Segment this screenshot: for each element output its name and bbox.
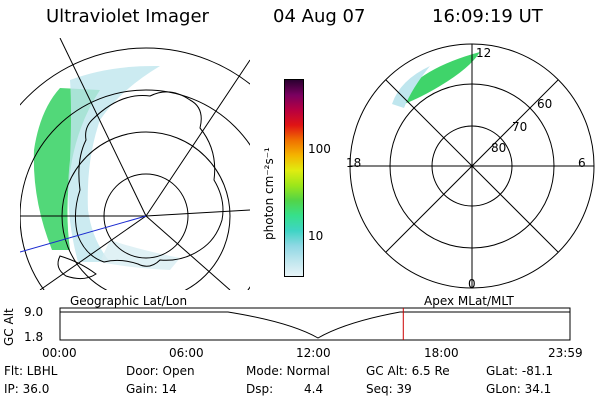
seq-info: Seq: 39 — [366, 382, 412, 396]
geographic-label: Geographic Lat/Lon — [70, 294, 188, 308]
timeline-xtick-1: 06:00 — [169, 346, 204, 360]
mlt-label-12: 12 — [476, 46, 492, 60]
colorbar-tick-100: 100 — [308, 142, 331, 156]
colorbar-tick-10: 10 — [308, 229, 324, 243]
timeline-xtick-0: 00:00 — [42, 346, 77, 360]
time-label: 16:09:19 UT — [432, 6, 543, 27]
mlt-label-6: 6 — [578, 156, 586, 170]
timeline-xtick-3: 18:00 — [424, 346, 459, 360]
glon-info: GLon: 34.1 — [486, 382, 552, 396]
timeline-xtick-2: 12:00 — [296, 346, 331, 360]
magnetic-label: Apex MLat/MLT — [424, 294, 514, 308]
gc-alt-info: GC Alt: 6.5 Re — [366, 364, 450, 378]
mlat-label-60: 60 — [537, 97, 553, 111]
dsp-label: Dsp: — [246, 382, 274, 396]
mlat-label-70: 70 — [512, 120, 528, 134]
colorbar — [284, 79, 304, 277]
timeline-ytick-high: 9.0 — [24, 305, 44, 319]
flight-info: Flt: LBHL — [4, 364, 58, 378]
dsp-value: 4.4 — [304, 382, 324, 396]
mode-info: Mode: Normal — [246, 364, 330, 378]
timeline-xtick-4: 23:59 — [548, 346, 583, 360]
timeline-ytick-low: 1.8 — [24, 330, 44, 344]
mlat-label-80: 80 — [491, 141, 507, 155]
mlt-label-18: 18 — [346, 156, 362, 170]
ip-info: IP: 36.0 — [4, 382, 50, 396]
altitude-curve — [60, 311, 570, 339]
gain-info: Gain: 14 — [126, 382, 177, 396]
glat-info: GLat: -81.1 — [486, 364, 553, 378]
instrument-title: Ultraviolet Imager — [46, 6, 209, 27]
door-info: Door: Open — [126, 364, 195, 378]
mlt-label-0: 0 — [468, 277, 476, 291]
date-label: 04 Aug 07 — [273, 6, 366, 27]
